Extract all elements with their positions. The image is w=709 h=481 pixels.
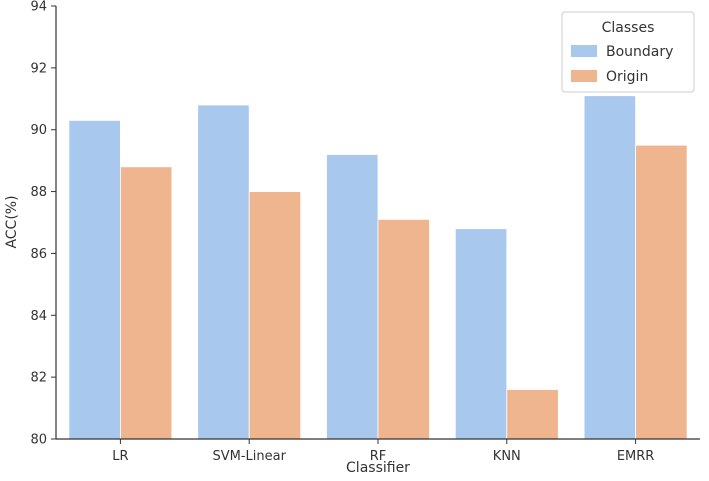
legend-title: Classes <box>602 20 655 36</box>
bar-origin-rf <box>377 218 430 440</box>
x-tick-label: RF <box>370 449 387 464</box>
y-tick-label: 94 <box>30 0 47 15</box>
x-axis-label: Classifier <box>346 460 410 476</box>
x-tick-label: SVM-Linear <box>212 449 286 464</box>
y-axis-label: ACC(%) <box>4 195 20 248</box>
y-tick-label: 86 <box>30 247 47 262</box>
legend: Classes Boundary Origin <box>561 11 695 93</box>
bar-boundary-lr <box>68 120 121 440</box>
bar-origin-lr <box>120 166 173 440</box>
y-tick-label: 92 <box>30 61 47 76</box>
y-tick-label: 80 <box>30 433 47 448</box>
legend-label-origin: Origin <box>606 69 648 85</box>
legend-label-boundary: Boundary <box>606 44 673 60</box>
y-ticks-group: 80 82 84 86 88 90 92 94 <box>30 0 56 448</box>
legend-swatch-boundary <box>571 45 597 57</box>
bar-boundary-knn <box>454 228 508 440</box>
bar-boundary-svm-linear <box>197 104 250 440</box>
y-tick-label: 84 <box>30 309 47 324</box>
y-tick-label: 82 <box>30 371 47 386</box>
legend-swatch-origin <box>571 70 597 82</box>
bar-origin-knn <box>506 389 559 440</box>
y-tick-label: 88 <box>30 185 47 200</box>
bars-group <box>68 95 688 440</box>
bar-boundary-emrr <box>583 95 636 440</box>
x-tick-label: LR <box>112 449 128 464</box>
x-tick-label: KNN <box>493 449 521 464</box>
y-tick-label: 90 <box>30 123 47 138</box>
x-tick-label: EMRR <box>617 449 655 464</box>
x-ticks-group: LR SVM-Linear RF KNN EMRR <box>112 439 654 464</box>
bar-origin-svm-linear <box>248 191 302 440</box>
bar-origin-emrr <box>635 144 688 440</box>
bar-boundary-rf <box>326 154 379 440</box>
